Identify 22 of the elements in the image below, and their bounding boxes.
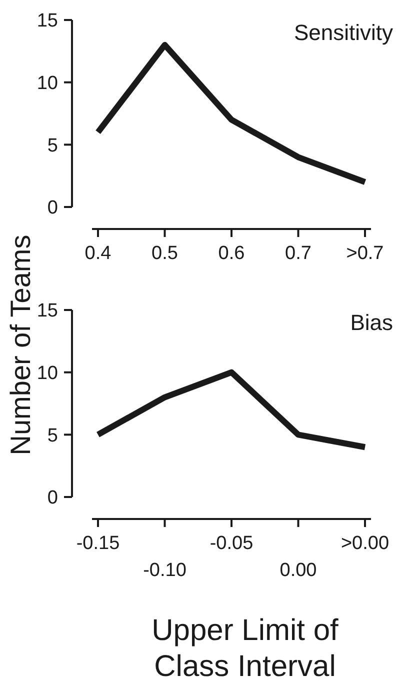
y-tick-label: 0 — [47, 488, 58, 509]
x-tick-label: 0.5 — [152, 243, 178, 264]
y-tick-label: 15 — [36, 300, 58, 322]
x-tick-label: -0.05 — [210, 533, 254, 554]
y-tick-label: 10 — [36, 362, 58, 384]
y-tick-label: 5 — [47, 425, 58, 446]
y-axis-title: Number of Teams — [5, 234, 36, 456]
y-tick-label: 5 — [47, 135, 58, 156]
x-tick-label: -0.15 — [76, 533, 120, 554]
x-tick-label: 0.7 — [285, 243, 312, 264]
chart-title: Bias — [350, 310, 393, 335]
x-tick-label: >0.00 — [340, 533, 390, 554]
y-tick-label: 0 — [47, 198, 58, 219]
chart-title: Sensitivity — [294, 20, 393, 45]
x-tick-label: -0.10 — [143, 560, 186, 581]
x-tick-label: 0.4 — [84, 243, 112, 264]
x-tick-label: 0.6 — [218, 243, 245, 264]
y-tick-label: 15 — [36, 10, 58, 32]
x-axis-title: Upper Limit of Class Interval — [152, 614, 340, 683]
x-tick-label: >0.7 — [346, 243, 384, 264]
y-tick-label: 10 — [36, 72, 58, 94]
x-tick-label: 0.00 — [280, 560, 317, 581]
